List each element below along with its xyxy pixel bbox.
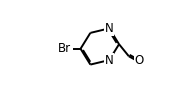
Text: O: O	[134, 54, 144, 67]
Text: N: N	[105, 22, 114, 35]
Text: Br: Br	[58, 42, 71, 55]
Text: N: N	[105, 54, 114, 67]
